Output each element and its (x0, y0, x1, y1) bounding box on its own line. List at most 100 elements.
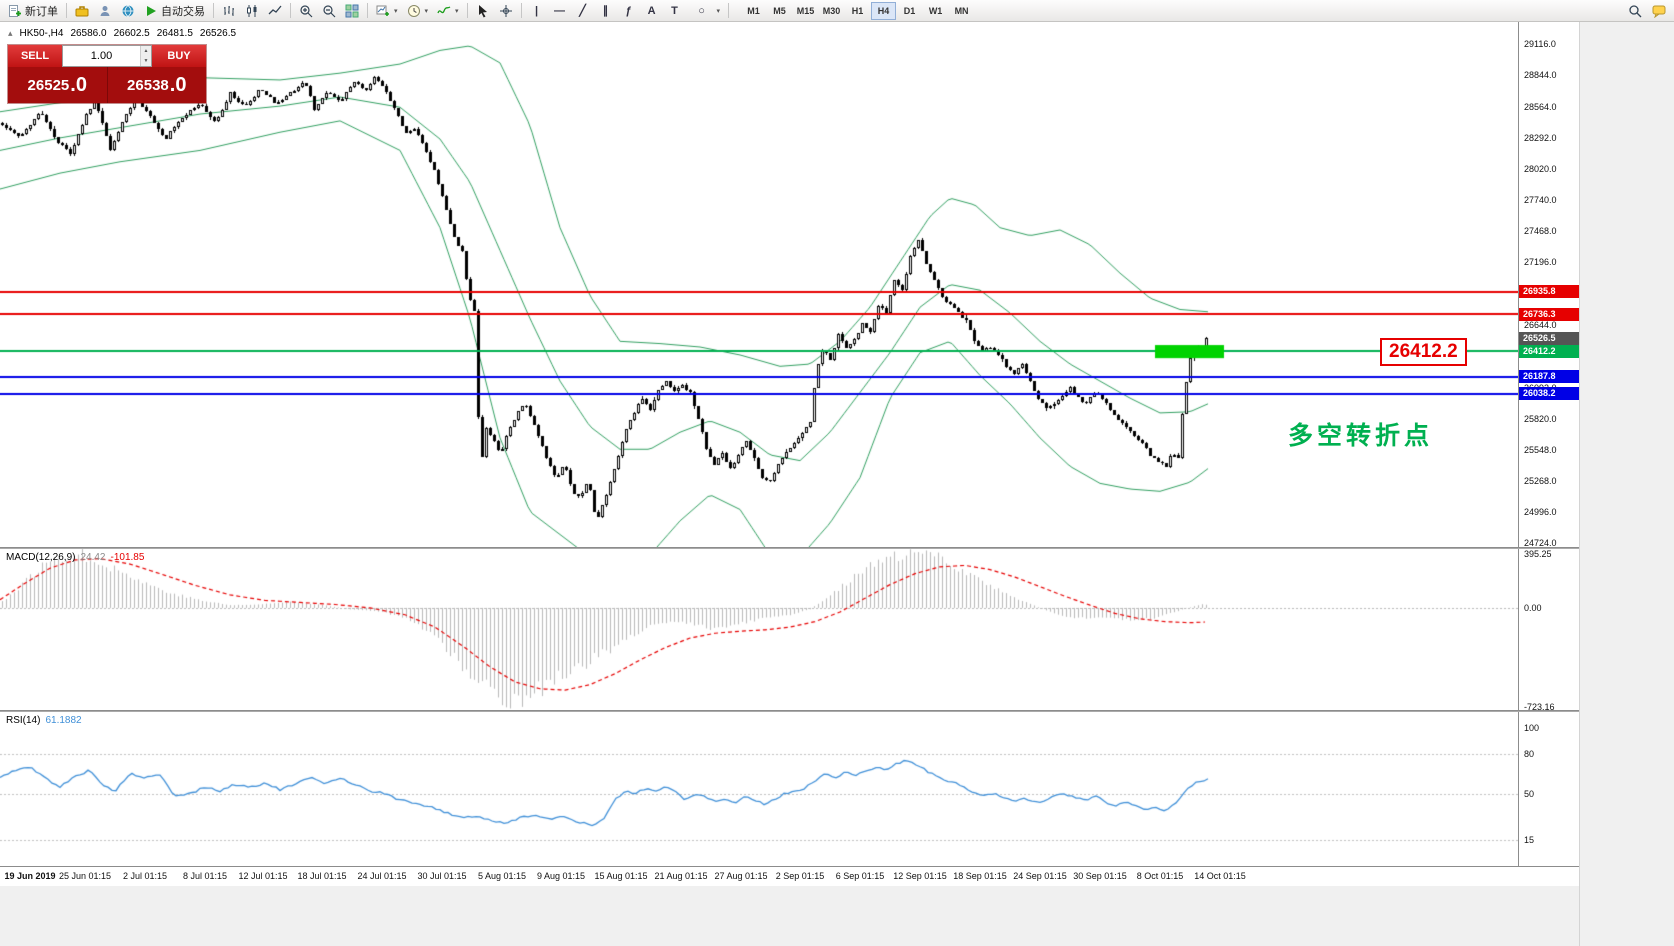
price-axis-tick: 26644.0 (1524, 319, 1557, 330)
text-tool-button[interactable]: A (641, 1, 663, 21)
macd-axis-tick: -723.16 (1524, 702, 1555, 710)
time-axis-label: 30 Sep 01:15 (1073, 871, 1127, 881)
autotrading-label: 自动交易 (161, 5, 205, 18)
search-button[interactable] (1624, 1, 1646, 21)
bar-chart-button[interactable] (218, 1, 240, 21)
price-level-label: 26526.5 (1519, 331, 1579, 345)
cursor-button[interactable] (472, 1, 494, 21)
price-axis-tick: 27740.0 (1524, 195, 1557, 206)
equidistant-channel-button[interactable]: ∥ (595, 1, 617, 21)
shapes-button[interactable]: ○ ▾ (687, 1, 725, 21)
macd-axis-tick: 395.25 (1524, 549, 1552, 559)
rsi-axis-tick: 80 (1524, 749, 1535, 760)
panel-splitter[interactable] (0, 547, 1579, 549)
autotrading-play-icon (147, 5, 156, 16)
new-order-label: 新订单 (25, 5, 58, 18)
tile-windows-button[interactable] (341, 1, 363, 21)
dropdown-caret: ▾ (716, 7, 721, 15)
price-level-label: 26736.3 (1519, 307, 1579, 321)
price-callout-label[interactable]: 26412.2 (1380, 338, 1467, 366)
community-button[interactable] (94, 1, 116, 21)
autotrading-button[interactable]: 自动交易 (140, 1, 209, 21)
sell-button[interactable]: SELL (8, 45, 62, 67)
panel-splitter[interactable] (0, 710, 1579, 712)
time-axis-label: 12 Jul 01:15 (238, 871, 288, 881)
open-value: 26586.0 (70, 28, 107, 39)
mql5-community-button[interactable] (117, 1, 139, 21)
toolbar-separator (213, 3, 214, 18)
globe-icon (122, 4, 134, 17)
indicators-button[interactable]: ▾ (433, 1, 463, 21)
timeframe-button-m1[interactable]: M1 (741, 2, 766, 20)
price-axis[interactable]: 29116.0 28844.0 28564.0 28292.0 28020.0 27740… (1518, 22, 1579, 547)
time-axis-label: 21 Aug 01:15 (654, 871, 708, 881)
timeframe-group: M1 M5 M15 M30 H1 H4 D1 W1 MN (741, 1, 974, 20)
crosshair-button[interactable] (495, 1, 517, 21)
macd-indicator-label: MACD(12,26,9) 24.42 -101.85 (6, 552, 144, 563)
buy-button[interactable]: BUY (152, 45, 206, 67)
candlestick-icon (247, 4, 257, 17)
time-axis[interactable]: 19 Jun 2019 25 Jun 01:15 2 Jul 01:15 8 Jul … (0, 866, 1579, 886)
zoom-out-button[interactable] (318, 1, 340, 21)
zoom-in-icon (300, 4, 313, 17)
price-level-label: 26412.2 (1519, 344, 1579, 358)
timeframe-button-m5[interactable]: M5 (767, 2, 792, 20)
timeframe-button-w1[interactable]: W1 (923, 2, 948, 20)
tile-windows-icon (345, 4, 359, 17)
horizontal-line-button[interactable]: — (549, 1, 571, 21)
buy-price-display[interactable]: 26538.0 (108, 67, 207, 103)
volume-increase-button[interactable]: ▲ (141, 46, 151, 56)
timeframe-button-mn[interactable]: MN (949, 2, 974, 20)
timeframe-button-d1[interactable]: D1 (897, 2, 922, 20)
toolbar-separator (367, 3, 368, 18)
close-value: 26526.5 (199, 28, 237, 39)
profiles-button[interactable]: ▾ (403, 1, 433, 21)
collapse-panel-arrow[interactable]: ▴ (8, 28, 13, 38)
timeframe-button-h1[interactable]: H1 (845, 2, 870, 20)
timeframe-button-m15[interactable]: M15 (793, 2, 818, 20)
rsi-indicator-label: RSI(14) 61.1882 (6, 715, 82, 726)
rsi-name: RSI(14) (6, 715, 41, 726)
toolbox-button[interactable] (71, 1, 93, 21)
high-value: 26602.5 (113, 28, 150, 39)
new-order-button[interactable]: 新订单 (4, 1, 62, 21)
time-axis-label: 25 Jun 01:15 (58, 871, 112, 881)
macd-pane-canvas[interactable] (0, 549, 1518, 710)
macd-axis[interactable]: 395.25 0.00 -723.16 (1518, 549, 1579, 710)
volume-decrease-button[interactable]: ▼ (141, 56, 151, 66)
rsi-axis[interactable]: 100 80 50 15 (1518, 712, 1579, 866)
time-axis-label: 14 Oct 01:15 (1194, 871, 1246, 881)
chat-button[interactable] (1648, 1, 1670, 21)
fibonacci-button[interactable]: ƒ (618, 1, 640, 21)
trendline-button[interactable]: ╱ (572, 1, 594, 21)
price-level-label: 26935.8 (1519, 285, 1579, 299)
time-axis-label: 6 Sep 01:15 (835, 871, 885, 881)
clock-icon (407, 4, 420, 17)
price-axis-tick: 25820.0 (1524, 413, 1557, 424)
rsi-pane-canvas[interactable] (0, 712, 1518, 866)
vertical-line-button[interactable]: | (526, 1, 548, 21)
candlestick-chart-button[interactable] (241, 1, 263, 21)
zoom-out-icon (323, 4, 336, 17)
price-chart-canvas[interactable] (0, 22, 1518, 547)
macd-axis-tick: 0.00 (1524, 602, 1542, 613)
zoom-in-button[interactable] (295, 1, 317, 21)
volume-input[interactable] (63, 50, 140, 62)
new-chart-button[interactable]: ▾ (372, 1, 402, 21)
time-axis-label: 8 Jul 01:15 (182, 871, 228, 881)
chart-annotation-text[interactable]: 多空转折点 (1288, 422, 1434, 450)
crosshair-icon (499, 4, 512, 17)
volume-field[interactable]: ▲ ▼ (62, 45, 152, 67)
timeframe-button-m30[interactable]: M30 (819, 2, 844, 20)
timeframe-button-h4[interactable]: H4 (871, 1, 897, 20)
line-chart-button[interactable] (264, 1, 286, 21)
dropdown-caret: ▾ (455, 7, 459, 15)
time-axis-label: 9 Aug 01:15 (536, 871, 586, 881)
price-axis-tick: 27196.0 (1524, 257, 1557, 268)
search-icon (1629, 4, 1642, 17)
sell-price-pips: .0 (70, 73, 87, 96)
dropdown-caret: ▾ (394, 7, 398, 15)
time-axis-label: 19 Jun 2019 (4, 871, 56, 881)
sell-price-display[interactable]: 26525.0 (8, 67, 108, 103)
label-tool-button[interactable]: T (664, 1, 686, 21)
